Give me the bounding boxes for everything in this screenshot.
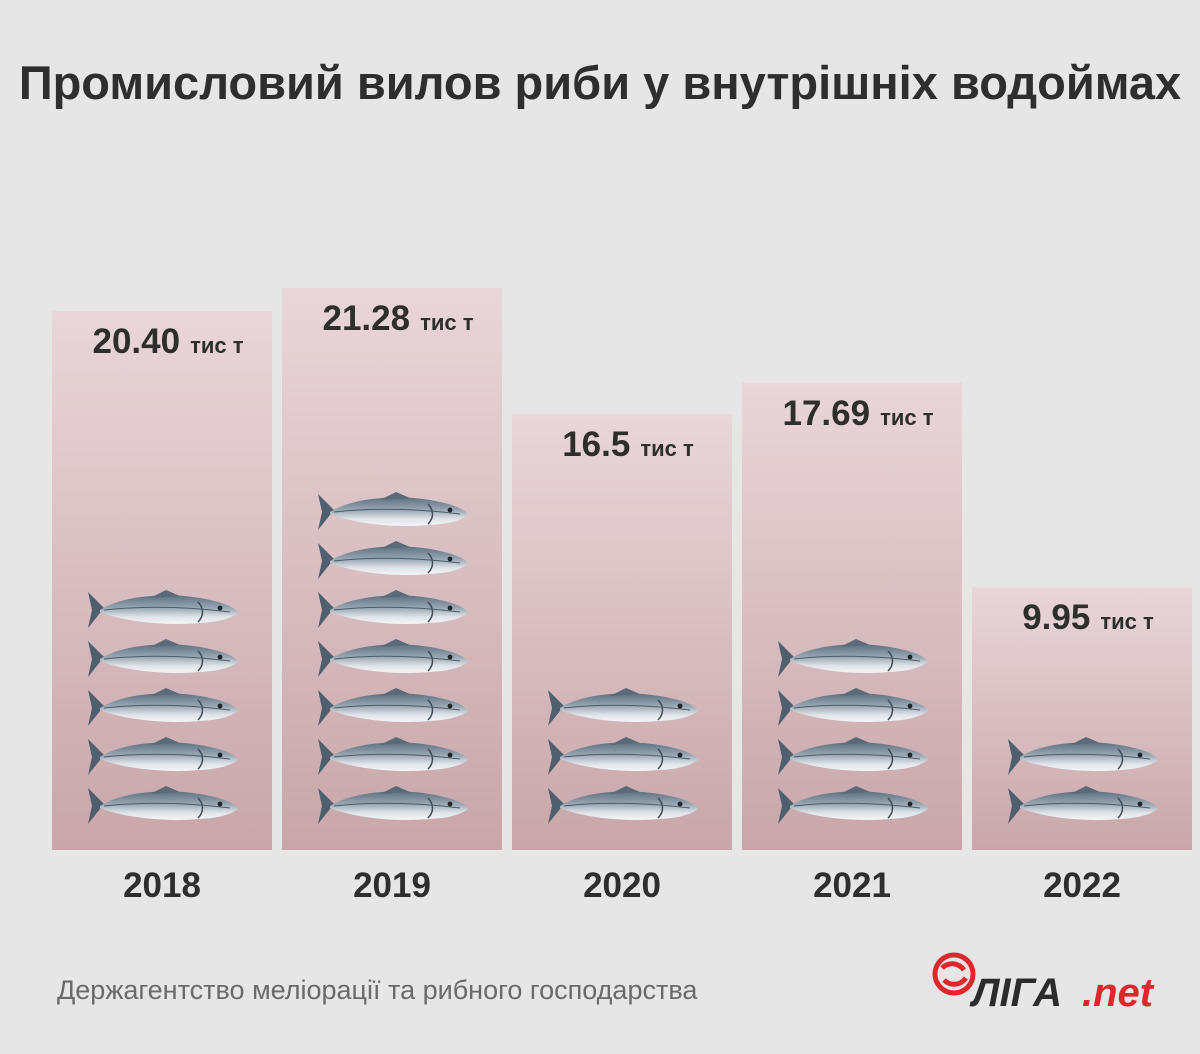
bar-2020 (512, 414, 732, 850)
chart-title: Промисловий вилов риби у внутрішніх водо… (18, 56, 1182, 109)
value-label-2018: 20.40 тис т (92, 322, 243, 361)
category-label-2021: 2021 (813, 866, 891, 905)
value-label-2020: 16.5 тис т (562, 425, 694, 464)
category-label-2020: 2020 (583, 866, 661, 905)
value-label-2022: 9.95 тис т (1022, 598, 1154, 637)
bar-2021 (742, 382, 962, 850)
value-label-2019: 21.28 тис т (322, 299, 473, 338)
category-label-2022: 2022 (1043, 866, 1121, 905)
liga-net-logo-icon: ЛIГА .net (932, 952, 1155, 1015)
bar-chart: 20.40 тис т 2018 21.28 тис т 2019 16.5 тис т 202… (52, 288, 1192, 905)
logo-brand: ЛIГА (969, 971, 1062, 1015)
logo-suffix: .net (1082, 971, 1155, 1015)
category-label-2018: 2018 (123, 866, 201, 905)
source-note: Держагентство меліорації та рибного госп… (57, 975, 698, 1005)
category-label-2019: 2019 (353, 866, 431, 905)
value-label-2021: 17.69 тис т (782, 394, 933, 433)
